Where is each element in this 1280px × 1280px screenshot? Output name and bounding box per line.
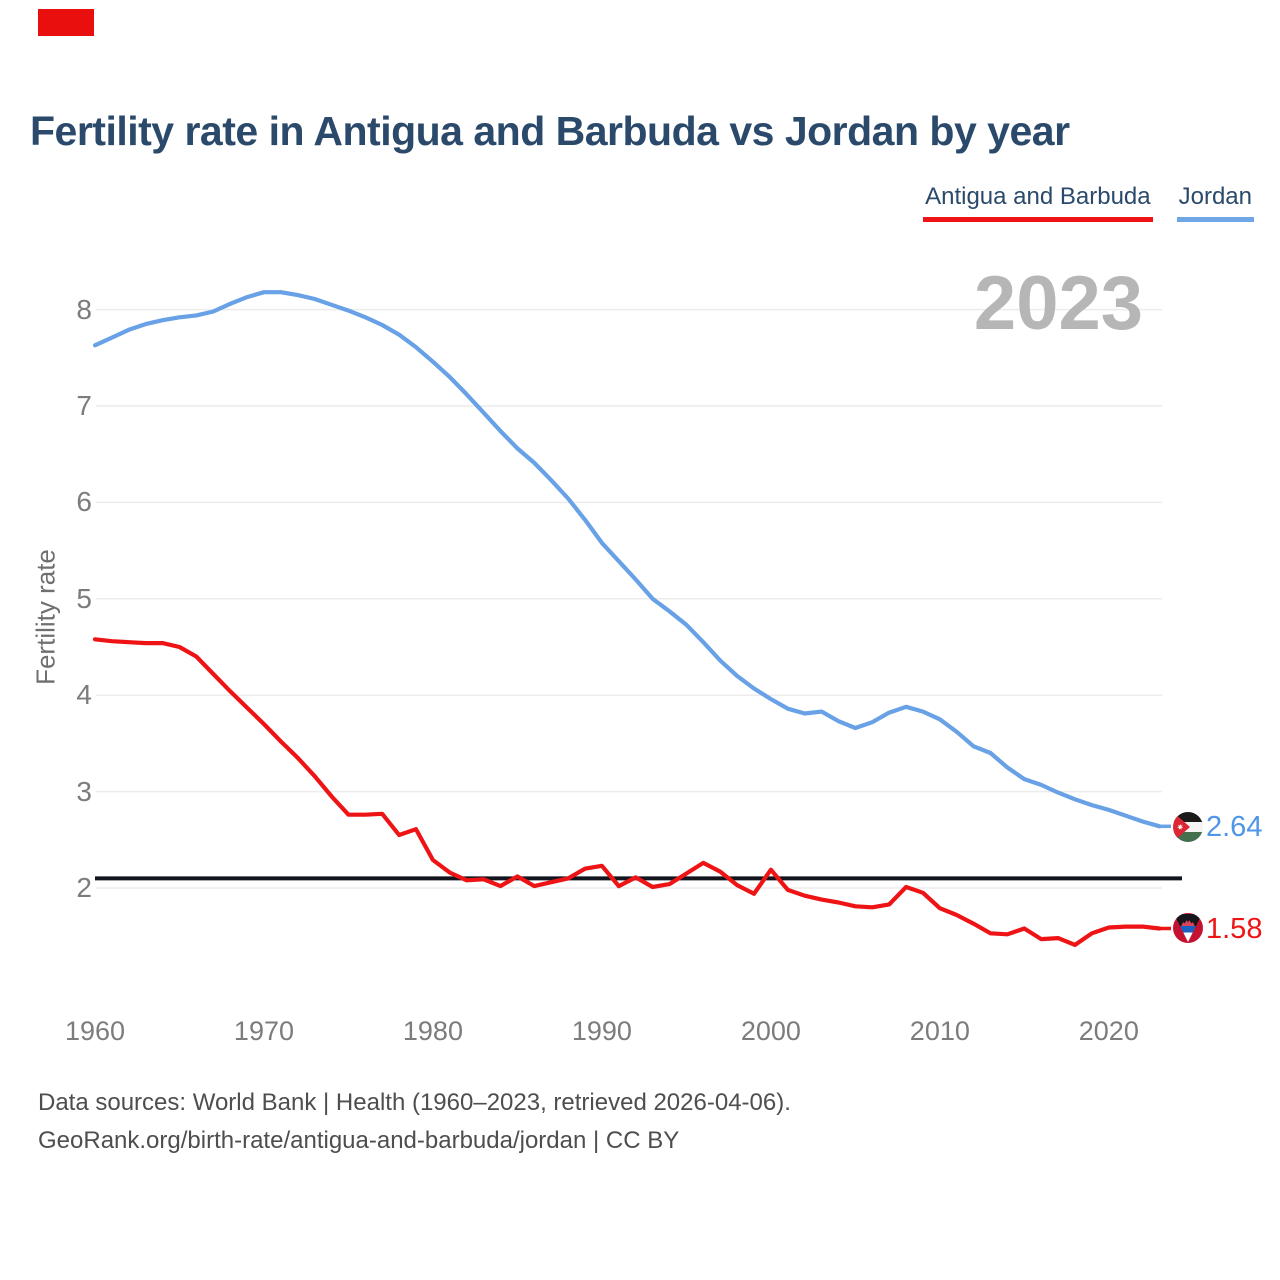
x-tick-label: 1970 <box>233 1016 294 1046</box>
antigua-and-barbuda-flag-icon <box>1173 913 1203 943</box>
x-tick-label: 2020 <box>1078 1016 1139 1046</box>
x-tick-label: 2010 <box>909 1016 970 1046</box>
legend: Antigua and Barbuda Jordan <box>923 183 1254 222</box>
footer-url: GeoRank.org/birth-rate/antigua-and-barbu… <box>38 1127 680 1154</box>
footer: Data sources: World Bank | Health (1960–… <box>38 1084 791 1160</box>
legend-item-antigua-and-barbuda[interactable]: Antigua and Barbuda <box>923 183 1153 222</box>
year-watermark: 2023 <box>973 261 1143 346</box>
series-line-jordan <box>92 290 1162 829</box>
footer-data-sources: Data sources: World Bank | Health (1960–… <box>38 1089 791 1116</box>
legend-item-jordan[interactable]: Jordan <box>1176 183 1254 222</box>
x-tick-label: 1960 <box>64 1016 126 1046</box>
page-title: Fertility rate in Antigua and Barbuda vs… <box>30 108 1070 154</box>
series-line-antigua-and-barbuda <box>92 637 1162 948</box>
x-tick-label: 1990 <box>571 1016 632 1046</box>
y-axis-title: Fertility rate <box>30 549 61 685</box>
y-tick-label: 7 <box>76 390 92 421</box>
y-tick-label: 2 <box>76 872 92 903</box>
x-tick-label: 2000 <box>740 1016 801 1046</box>
x-tick-label: 1980 <box>402 1016 463 1046</box>
value-label-antigua-and-barbuda: 1.58 <box>1206 913 1263 945</box>
y-tick-label: 6 <box>76 486 92 518</box>
video-progress-marker <box>38 9 94 36</box>
value-label-jordan: 2.64 <box>1206 811 1263 843</box>
jordan-flag-icon <box>1173 812 1203 842</box>
y-tick-label: 3 <box>76 775 92 807</box>
y-tick-label: 8 <box>76 293 92 325</box>
